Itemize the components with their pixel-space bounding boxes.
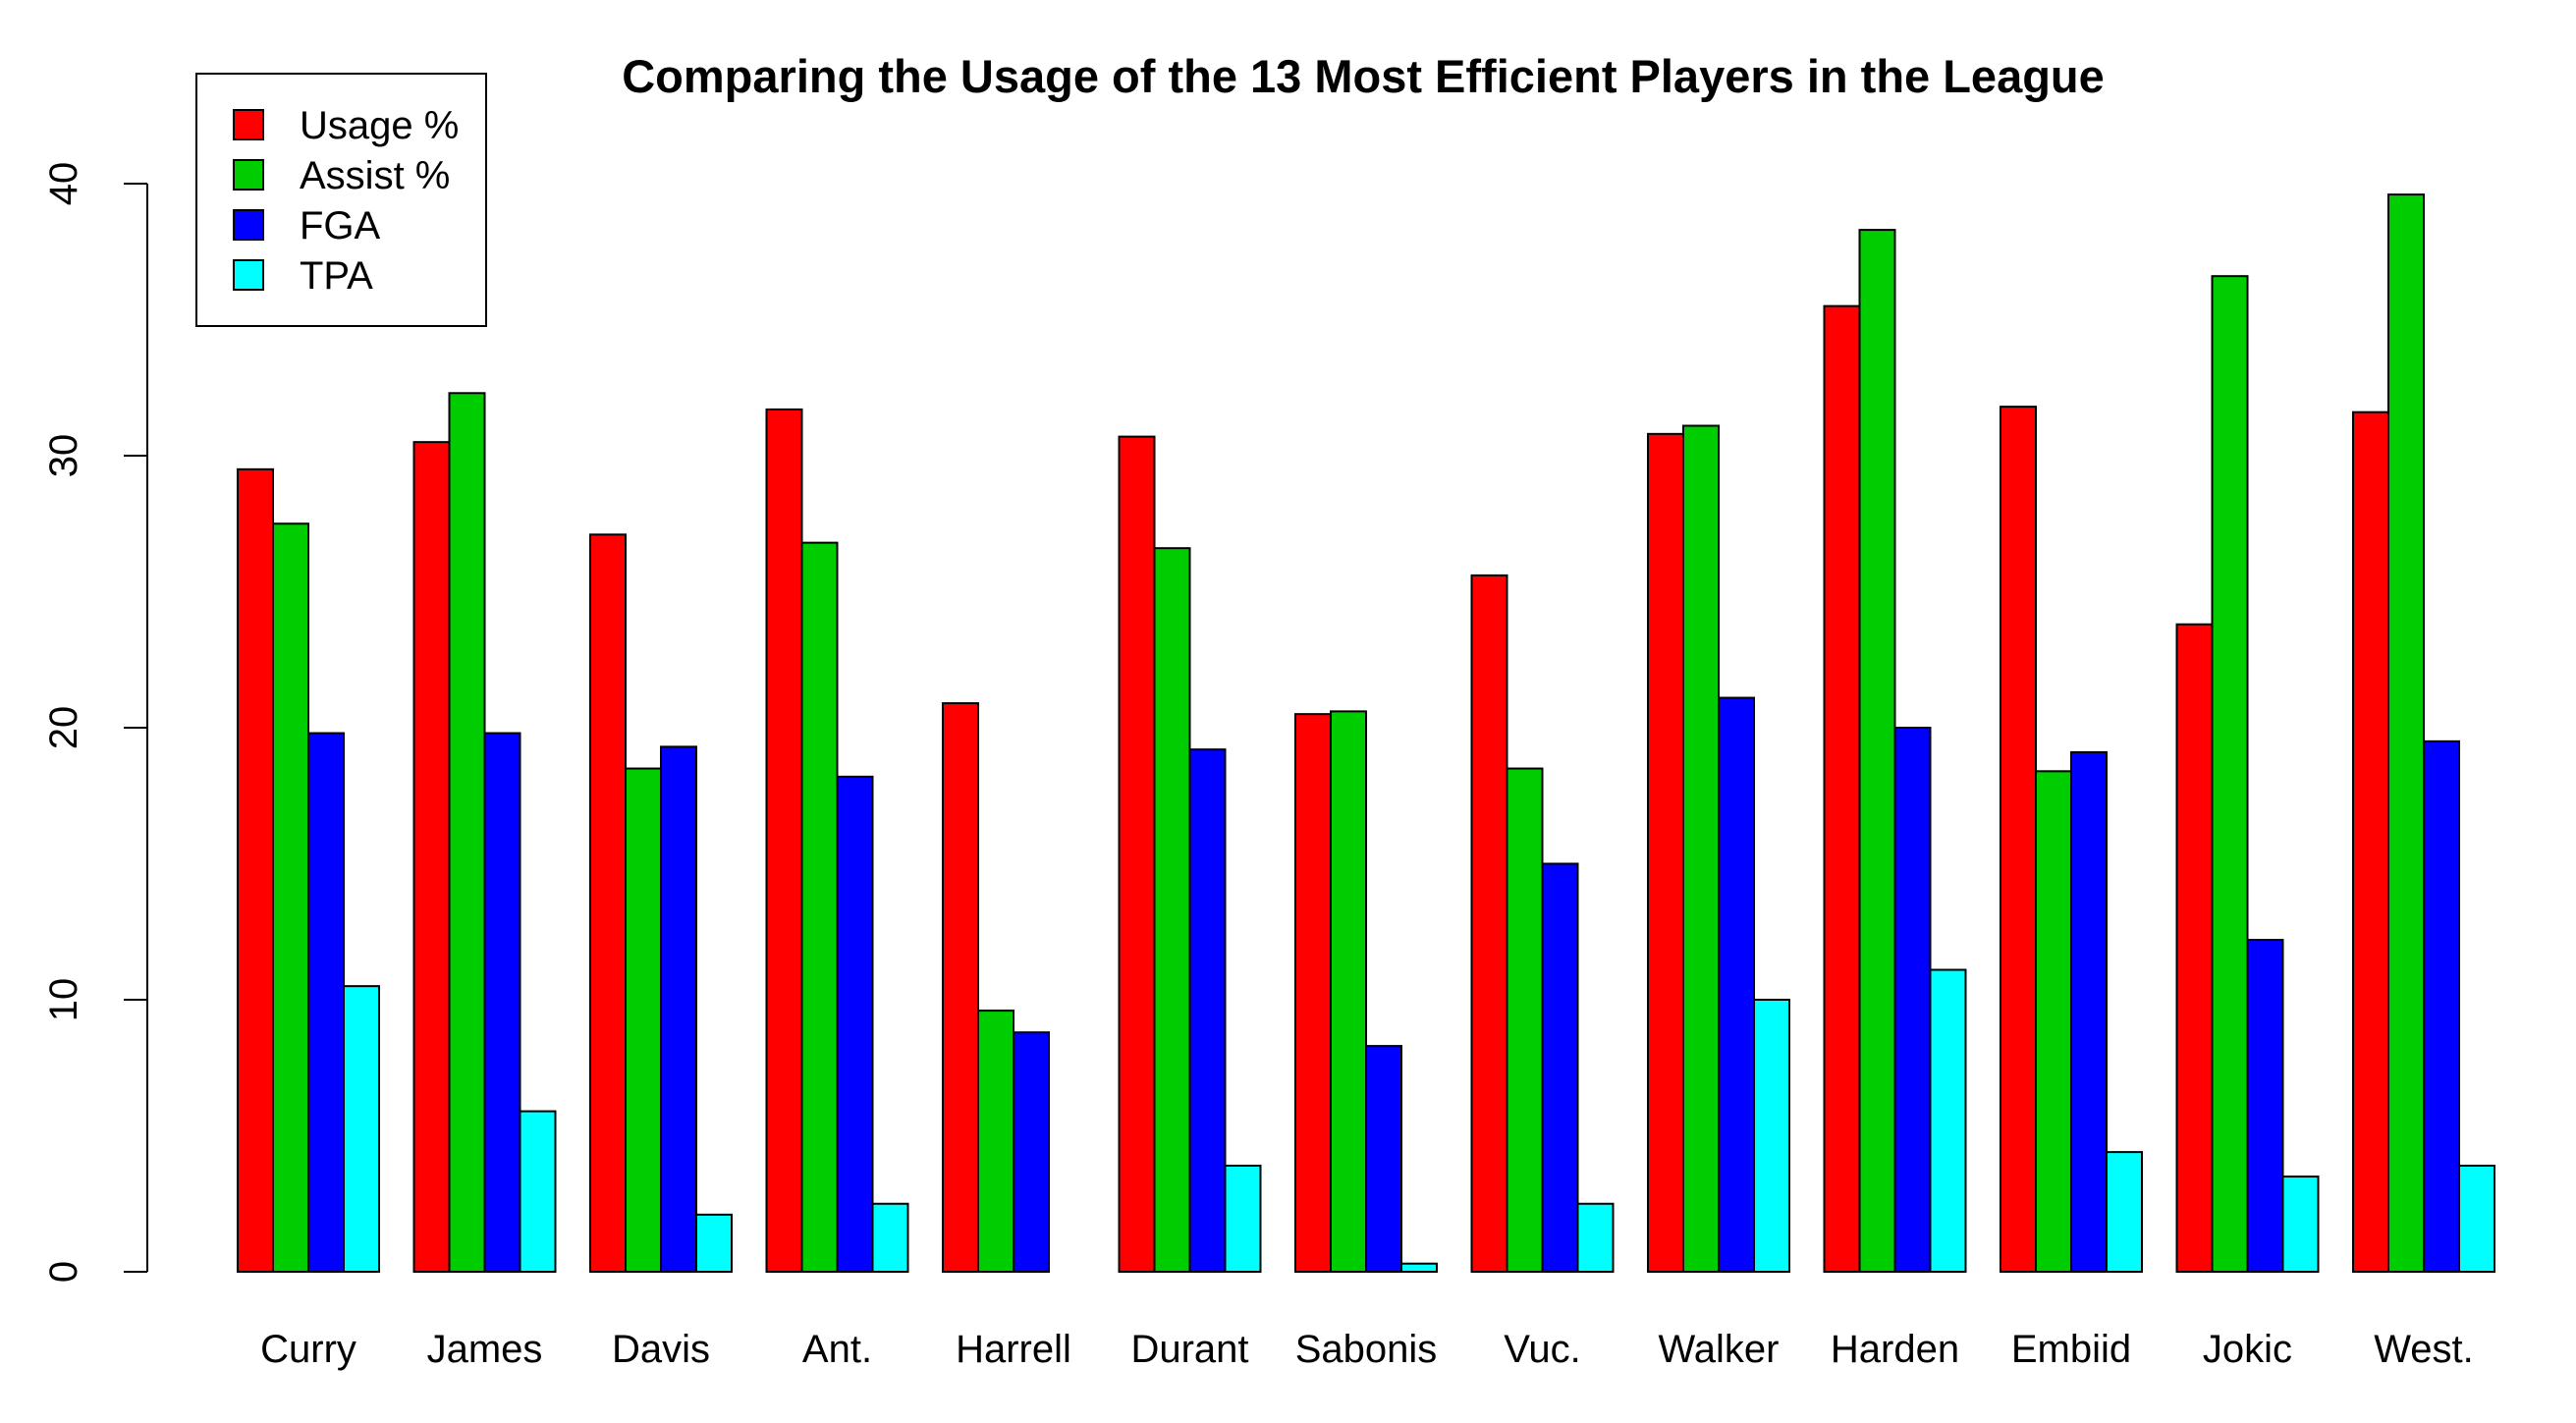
chart-title: Comparing the Usage of the 13 Most Effic… — [622, 50, 2105, 102]
bar-fga-durant — [1188, 748, 1227, 1273]
bar-assist-vuc — [1506, 767, 1544, 1273]
bar-assist-west — [2387, 193, 2425, 1274]
x-tick-label: James — [427, 1328, 543, 1371]
x-tick-label: Jokic — [2203, 1328, 2292, 1371]
bar-assist-ant — [800, 541, 839, 1273]
x-tick-label: Ant. — [802, 1328, 872, 1371]
bar-usage-west — [2352, 410, 2389, 1273]
bar-tpa-west — [2458, 1164, 2495, 1273]
y-tick-label: 10 — [42, 978, 85, 1022]
bar-fga-walker — [1718, 696, 1755, 1273]
bar-fga-west — [2423, 739, 2460, 1273]
bar-tpa-ant — [871, 1202, 909, 1273]
bar-assist-curry — [272, 522, 309, 1273]
bar-usage-harrell — [942, 702, 979, 1273]
bar-assist-embiid — [2035, 770, 2072, 1273]
x-tick-label: Embiid — [2011, 1328, 2131, 1371]
bars-group — [237, 193, 2495, 1274]
bar-assist-walker — [1682, 424, 1720, 1273]
bar-assist-harrell — [977, 1010, 1014, 1273]
x-tick-label: Harden — [1831, 1328, 1959, 1371]
legend: Usage % Assist % FGA TPA — [195, 73, 487, 327]
bar-assist-davis — [625, 767, 662, 1273]
bar-tpa-harden — [1929, 968, 1967, 1274]
y-tick-label: 40 — [42, 162, 85, 206]
x-tick-label: Davis — [612, 1328, 710, 1371]
bar-fga-curry — [307, 732, 345, 1273]
bar-usage-vuc — [1470, 574, 1508, 1273]
bar-usage-jokic — [2175, 623, 2214, 1273]
x-tick-label: Durant — [1130, 1328, 1248, 1371]
x-axis-labels: Curry James Davis Ant. Harrell Durant Sabonis V… — [260, 1328, 2474, 1371]
y-tick-label: 20 — [42, 706, 85, 750]
bar-fga-harrell — [1013, 1031, 1050, 1273]
bar-tpa-embiid — [2106, 1151, 2143, 1273]
legend-swatch — [233, 109, 264, 140]
legend-label: Usage % — [300, 104, 459, 147]
y-tick-label: 0 — [42, 1261, 85, 1283]
legend-label: TPA — [300, 254, 373, 298]
bar-fga-vuc — [1541, 862, 1579, 1273]
bar-tpa-jokic — [2281, 1176, 2320, 1274]
bar-fga-embiid — [2070, 750, 2108, 1273]
x-tick-label: Walker — [1659, 1328, 1780, 1371]
bar-fga-jokic — [2246, 939, 2284, 1273]
x-tick-label: Vuc. — [1504, 1328, 1581, 1371]
bar-usage-davis — [589, 533, 627, 1273]
bar-usage-durant — [1118, 435, 1156, 1273]
legend-label: Assist % — [300, 154, 450, 197]
x-tick-label: West. — [2374, 1328, 2474, 1371]
x-tick-label: Harrell — [956, 1328, 1071, 1371]
bar-tpa-durant — [1224, 1164, 1262, 1273]
legend-swatch — [233, 159, 264, 191]
bar-fga-james — [483, 732, 521, 1273]
bar-assist-jokic — [2211, 275, 2249, 1273]
legend-label: FGA — [300, 204, 381, 247]
bar-tpa-vuc — [1576, 1202, 1615, 1273]
bar-usage-curry — [237, 467, 274, 1274]
bar-tpa-walker — [1753, 999, 1790, 1273]
bar-assist-durant — [1153, 547, 1191, 1273]
bar-tpa-sabonis — [1400, 1262, 1438, 1273]
bar-tpa-davis — [695, 1213, 733, 1273]
bar-usage-james — [412, 441, 451, 1273]
bar-usage-embiid — [2000, 406, 2037, 1273]
bar-tpa-curry — [343, 985, 380, 1274]
bar-usage-sabonis — [1294, 713, 1332, 1273]
legend-swatch — [233, 209, 264, 241]
legend-swatch — [233, 259, 264, 291]
bar-fga-davis — [660, 745, 697, 1273]
x-tick-label: Curry — [260, 1328, 356, 1371]
bar-tpa-james — [519, 1110, 557, 1273]
bar-assist-harden — [1858, 229, 1896, 1274]
bar-fga-harden — [1893, 727, 1932, 1273]
bar-fga-sabonis — [1365, 1045, 1402, 1273]
bar-usage-harden — [1823, 304, 1861, 1273]
bar-usage-ant — [765, 408, 803, 1274]
x-tick-label: Sabonis — [1295, 1328, 1438, 1371]
bar-assist-james — [448, 392, 486, 1274]
bar-fga-ant — [836, 775, 874, 1273]
y-axis: 0 10 20 30 40 — [42, 162, 148, 1283]
y-tick-label: 30 — [42, 434, 85, 478]
bar-assist-sabonis — [1330, 710, 1367, 1273]
bar-usage-walker — [1647, 432, 1684, 1273]
